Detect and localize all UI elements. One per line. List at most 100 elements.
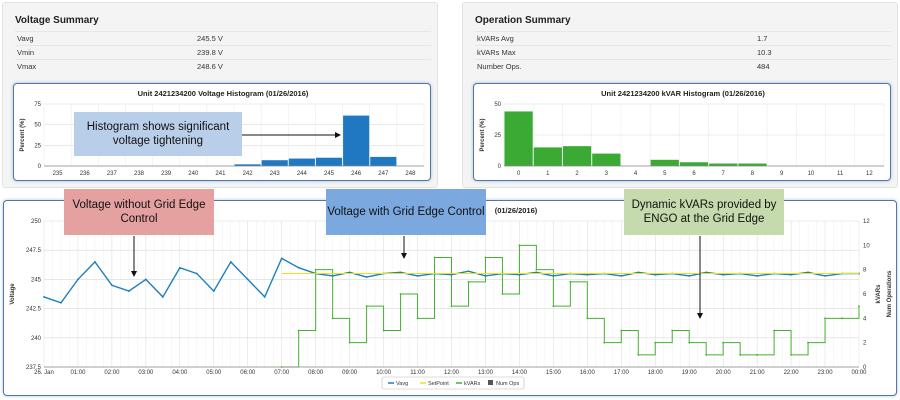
x-tick-label: 247 <box>378 171 389 177</box>
y2-tick-label: 10 <box>863 243 870 249</box>
callout-histogram-text: Histogram shows significant voltage tigh… <box>86 121 230 147</box>
bar <box>650 159 679 166</box>
x-tick-label: 03:00 <box>138 370 154 376</box>
vavg-point <box>399 271 402 274</box>
kvars-point <box>416 317 419 320</box>
vavg-point <box>790 273 792 276</box>
x-tick-label: 00:00 <box>851 370 867 376</box>
bar <box>592 153 621 166</box>
y-tick-label: 245 <box>31 277 42 283</box>
x-tick-label: 08:00 <box>308 370 324 376</box>
bar <box>533 147 562 166</box>
y2-tick-label: 0 <box>863 365 867 371</box>
stat-label: Number Ops. <box>477 62 522 71</box>
stat-label: kVARs Avg <box>477 34 514 43</box>
kvars-point <box>365 305 368 308</box>
x-tick-label: 17:00 <box>614 370 630 376</box>
kvars-point <box>535 268 538 271</box>
x-tick-label: 22:00 <box>784 370 800 376</box>
kvar-histogram-chart: Unit 2421234200 kVAR Histogram (01/26/20… <box>473 83 891 181</box>
x-tick-label: 246 <box>351 171 362 177</box>
vavg-point <box>178 266 181 269</box>
x-tick-label: 5 <box>663 171 667 177</box>
x-tick-label: 26. Jan <box>34 370 54 376</box>
vavg-point <box>688 274 691 277</box>
vavg-point <box>331 274 334 277</box>
kvars-point <box>824 317 826 320</box>
vavg-point <box>518 273 521 276</box>
kvars-point <box>518 244 521 247</box>
x-tick-label: 248 <box>405 171 416 177</box>
kvars-point <box>569 280 572 283</box>
y-tick-label: 237.5 <box>26 365 42 371</box>
vavg-point <box>484 274 487 277</box>
x-tick-label: 244 <box>297 171 308 177</box>
operation-summary-panel: Operation Summary kVARs Avg 1.7 kVARs Ma… <box>462 2 898 188</box>
callout-histogram: Histogram shows significant voltage tigh… <box>74 112 242 156</box>
kvars-point <box>467 280 470 283</box>
kvars-point <box>773 329 776 332</box>
callout-without-text: Voltage without Grid Edge Control <box>72 199 206 225</box>
x-tick-label: 02:00 <box>104 370 120 376</box>
kvars-point <box>433 256 436 259</box>
bar <box>288 158 315 166</box>
kvars-point <box>790 353 792 356</box>
vavg-point <box>824 274 826 277</box>
legend-swatch <box>488 380 493 385</box>
x-tick-label: 2 <box>575 171 579 177</box>
kvars-point <box>858 305 860 308</box>
y-tick-label: 240 <box>31 336 42 342</box>
bar <box>343 115 370 166</box>
vavg-point <box>263 296 266 298</box>
x-tick-label: 1 <box>546 171 550 177</box>
x-tick-label: 11:00 <box>410 370 425 376</box>
vavg-point <box>229 260 232 263</box>
kvars-point <box>314 268 317 271</box>
operation-summary-table: kVARs Avg 1.7 kVARs Max 10.3 Number Ops.… <box>475 31 891 75</box>
vavg-point <box>705 271 708 274</box>
x-tick-label: 23:00 <box>818 370 834 376</box>
vavg-point <box>144 278 147 281</box>
x-tick-label: 10:00 <box>376 370 392 376</box>
y2-tick-label: 6 <box>863 292 867 298</box>
x-tick-label: 0 <box>517 171 521 177</box>
vavg-point <box>416 274 419 277</box>
x-tick-label: 236 <box>80 171 91 177</box>
x-tick-label: 12:00 <box>444 370 460 376</box>
bar <box>261 160 288 166</box>
y-tick-label: 242.5 <box>26 307 42 313</box>
x-tick-label: 01:00 <box>70 370 86 376</box>
kvars-point <box>841 317 843 320</box>
kvars-point <box>620 329 623 332</box>
kvars-point <box>637 353 640 356</box>
x-tick-label: 12 <box>866 171 873 177</box>
chart-title: (01/26/2016) <box>495 206 538 215</box>
y2-tick-label: 4 <box>863 316 867 322</box>
vavg-point <box>620 274 623 277</box>
stat-label: kVARs Max <box>477 48 516 57</box>
bar <box>315 157 343 166</box>
bar <box>738 163 767 166</box>
x-tick-label: 6 <box>692 171 696 177</box>
y-tick-label: 50 <box>494 102 501 108</box>
y-tick-label: 50 <box>34 123 41 129</box>
x-tick-label: 20:00 <box>716 370 732 376</box>
callout-with-text: Voltage with Grid Edge Control <box>327 206 485 218</box>
x-tick-label: 18:00 <box>648 370 664 376</box>
x-tick-label: 15:00 <box>546 370 562 376</box>
voltage-summary-title: Voltage Summary <box>15 15 99 26</box>
vavg-point <box>450 273 453 276</box>
kvars-point <box>297 329 300 332</box>
x-tick-label: 10 <box>808 171 815 177</box>
x-tick-label: 240 <box>188 171 199 177</box>
x-tick-label: 237 <box>107 171 118 177</box>
y-tick-label: 250 <box>31 219 42 225</box>
table-row: kVARs Max 10.3 <box>475 45 891 59</box>
legend-label: kVARs <box>464 381 481 387</box>
kvars-point <box>739 353 742 356</box>
x-tick-label: 7 <box>722 171 726 177</box>
legend-label: Num Ops <box>496 381 519 387</box>
vavg-point <box>43 296 45 298</box>
table-row: Vmax 248.6 V <box>15 59 431 73</box>
vavg-point <box>111 284 113 287</box>
